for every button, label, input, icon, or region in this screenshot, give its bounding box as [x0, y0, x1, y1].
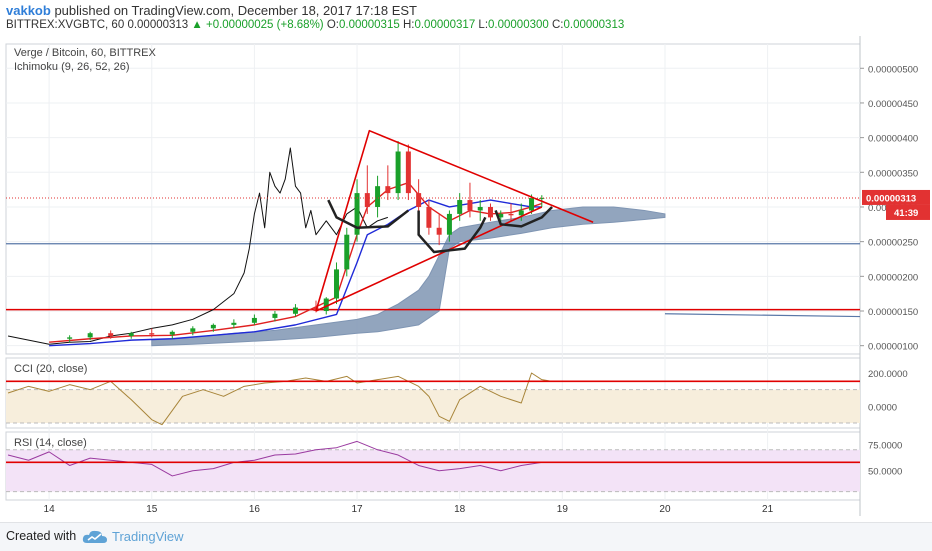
rsi-band — [6, 449, 860, 492]
x-tick-label: 17 — [351, 504, 363, 515]
last-price-tag — [862, 189, 930, 205]
candle-body — [498, 213, 504, 218]
y-tick-label: 0.00000500 — [868, 64, 918, 75]
candle-body — [323, 298, 329, 312]
candle-body — [128, 333, 134, 336]
candle-body — [477, 206, 483, 211]
cup-drawing-right — [494, 206, 553, 228]
x-tick-label: 15 — [146, 504, 158, 515]
open-label: O: — [326, 19, 339, 31]
candle-body — [385, 186, 391, 194]
low-value: 0.00000300 — [488, 19, 549, 31]
close-value: 0.00000313 — [563, 19, 625, 31]
close-label: C: — [551, 19, 564, 31]
candle-body — [354, 193, 360, 235]
candle-body — [251, 317, 257, 323]
rsi-line — [7, 440, 542, 477]
candle-body — [87, 333, 93, 338]
countdown-tag — [886, 204, 930, 220]
y-tick-label: 0.00000400 — [868, 134, 918, 145]
candle-body — [344, 234, 350, 270]
cci-band — [6, 389, 860, 423]
y-tick-label: 0.00000150 — [868, 307, 918, 318]
last-price: 0.00000313 — [127, 19, 189, 31]
footer-bar: Created with TradingView — [0, 522, 932, 551]
rsi-tick-label: 50.0000 — [868, 467, 902, 478]
change-value: ▲ +0.00000025 (+8.68%) — [191, 19, 324, 31]
cci-title: CCI (20, close) — [14, 363, 87, 375]
cci-tick-label: 200.0000 — [868, 369, 908, 380]
candle-body — [169, 331, 175, 335]
chart-title: Verge / Bitcoin, 60, BITTREX — [14, 47, 157, 59]
created-with-text: Created with — [6, 529, 77, 543]
y-tick-label: 0.00000350 — [868, 168, 918, 179]
cup-drawing-middle — [417, 210, 487, 254]
candle-body — [487, 206, 493, 218]
x-tick-label: 21 — [762, 504, 774, 515]
candle-body — [231, 322, 237, 325]
cci-line — [7, 372, 553, 426]
candle-body — [149, 333, 155, 335]
price-scale-bg — [860, 36, 932, 522]
y-tick-label: 0.00000200 — [868, 272, 918, 283]
cup-drawing-left — [327, 199, 410, 230]
candle-body — [334, 269, 340, 299]
ichimoku-cloud — [151, 206, 666, 347]
candle-body — [467, 200, 473, 211]
candle-body — [457, 200, 463, 214]
candle-body — [190, 328, 196, 332]
x-tick-label: 14 — [44, 504, 56, 515]
support-line-blue-right — [664, 313, 861, 318]
candle-body — [210, 324, 216, 329]
low-label: L: — [478, 19, 489, 31]
rsi-title: RSI (14, close) — [14, 437, 87, 449]
candle-body — [508, 213, 514, 216]
published-text: published on TradingView.com, December 1… — [54, 3, 417, 18]
publish-line: vakkob published on TradingView.com, Dec… — [6, 3, 417, 18]
candle-body — [364, 193, 370, 207]
symbol-label: BITTREX:XVGBTC, 60 — [6, 19, 125, 31]
high-value: 0.00000317 — [414, 19, 476, 31]
candle-body — [529, 197, 535, 211]
y-tick-label: 0.00000450 — [868, 99, 918, 110]
x-tick-label: 16 — [249, 504, 261, 515]
candle-body — [518, 210, 524, 216]
candle-body — [405, 151, 411, 194]
indicator-title: Ichimoku (9, 26, 52, 26) — [14, 61, 130, 73]
last-price-tag-label: 0.00000313 — [866, 193, 916, 204]
y-tick-label: 0.00000250 — [868, 238, 918, 249]
x-tick-label: 18 — [454, 504, 466, 515]
candle-body — [416, 193, 422, 207]
candle-body — [375, 186, 381, 207]
candle-body — [539, 197, 545, 199]
open-value: 0.00000315 — [338, 19, 400, 31]
wedge-upper-trendline — [315, 129, 594, 312]
candle-body — [436, 227, 442, 235]
chikou-span-line — [7, 147, 388, 345]
candle-body — [395, 151, 401, 194]
cci-tick-label: 0.0000 — [868, 402, 897, 413]
kijun-sen-line — [49, 199, 542, 347]
candle-body — [67, 337, 73, 339]
candle-body — [292, 307, 298, 314]
countdown-tag-label: 41:39 — [894, 208, 918, 219]
high-label: H: — [402, 19, 415, 31]
author-link[interactable]: vakkob — [6, 3, 51, 18]
y-tick-label: 0.00000100 — [868, 342, 918, 353]
chart-area[interactable]: 14 15 16 17 18 19 20 21 0.00000100 0.00000150 0.00… — [0, 36, 932, 522]
candle-body — [446, 213, 452, 235]
ohlc-line: BITTREX:XVGBTC, 60 0.00000313 ▲ +0.00000… — [6, 19, 624, 31]
x-tick-label: 20 — [659, 504, 671, 515]
x-tick-label: 19 — [557, 504, 569, 515]
candle-body — [108, 333, 114, 336]
tradingview-brand-link[interactable]: TradingView — [112, 529, 184, 544]
rsi-tick-label: 75.0000 — [868, 441, 902, 452]
candle-body — [272, 313, 278, 318]
candle-body — [426, 206, 432, 228]
tradingview-cloud-icon — [82, 530, 107, 543]
